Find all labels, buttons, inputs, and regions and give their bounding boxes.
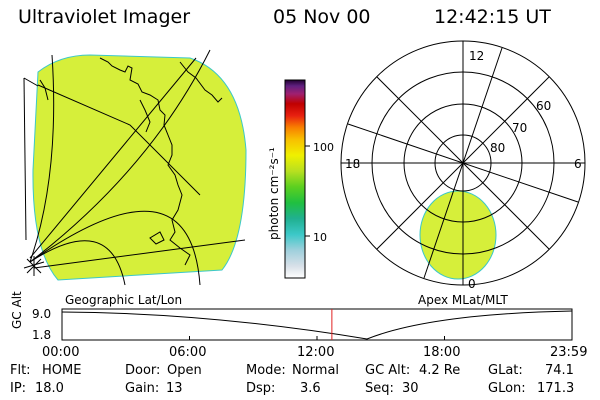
observation-date: 05 Nov 00 [273, 6, 371, 28]
alt-y-tick-bottom: 1.8 [32, 328, 52, 342]
altitude-plot: GC Alt [10, 291, 573, 341]
alt-x-tick-4: 23:59 [550, 345, 588, 360]
ip-label: IP: [10, 381, 27, 396]
flt-label: Flt: [10, 363, 31, 378]
coastlines [39, 57, 223, 266]
gcalt-value: 4.2 Re [419, 363, 461, 378]
mlat-label-80: 80 [490, 141, 505, 155]
dsp-label: Dsp: [246, 381, 276, 396]
observation-time: 12:42:15 UT [434, 6, 551, 28]
glat-value: 74.1 [545, 363, 574, 378]
seq-value: 30 [402, 381, 419, 396]
door-label: Door: [125, 363, 161, 378]
emission-region-geo [32, 54, 247, 281]
glat-label: GLat: [488, 363, 523, 378]
mode-label: Mode: [246, 363, 286, 378]
emission-region-polar [419, 190, 497, 280]
altitude-axis-label: GC Alt [10, 291, 24, 329]
subsatellite-marker [23, 256, 45, 276]
mlat-label-60: 60 [536, 99, 551, 113]
mlt-label-18: 18 [345, 157, 360, 171]
colorbar-scale [284, 79, 306, 279]
mlat-label-70: 70 [512, 121, 527, 135]
seq-label: Seq: [365, 381, 394, 396]
alt-x-tick-3: 18:00 [423, 345, 461, 360]
instrument-title: Ultraviolet Imager [18, 6, 191, 28]
glon-value: 171.3 [537, 381, 575, 396]
polar-plot: 12 18 6 0 60 70 80 [340, 40, 586, 291]
colorbar-unit-label: photon cm⁻²s⁻¹ [267, 147, 281, 240]
mode-value: Normal [292, 363, 340, 378]
alt-y-tick-top: 9.0 [32, 307, 52, 321]
alt-x-tick-0: 00:00 [42, 345, 80, 360]
lat-lon-grid [23, 49, 246, 286]
alt-x-tick-2: 12:00 [297, 345, 335, 360]
colorbar: 100 10 photon cm⁻²s⁻¹ [267, 79, 334, 279]
gain-label: Gain: [125, 381, 160, 396]
altitude-plot-frame [61, 308, 573, 341]
door-value: Open [167, 363, 202, 378]
dsp-value: 3.6 [300, 381, 321, 396]
mlt-label-6: 6 [574, 157, 582, 171]
altitude-curve [61, 310, 573, 340]
glon-label: GLon: [488, 381, 526, 396]
gcalt-label: GC Alt: [365, 363, 411, 378]
polar-grid [340, 40, 586, 286]
mlt-label-12: 12 [469, 49, 484, 63]
polar-panel-label: Apex MLat/MLT [418, 293, 508, 307]
mlt-label-0: 0 [468, 277, 476, 291]
ip-value: 18.0 [35, 381, 64, 396]
gain-value: 13 [166, 381, 183, 396]
colorbar-tick-100: 100 [313, 141, 334, 154]
flt-value: HOME [42, 363, 82, 378]
geo-panel-label: Geographic Lat/Lon [65, 293, 183, 307]
colorbar-tick-10: 10 [313, 231, 327, 244]
alt-x-tick-1: 06:00 [169, 345, 207, 360]
geographic-image [23, 49, 247, 286]
